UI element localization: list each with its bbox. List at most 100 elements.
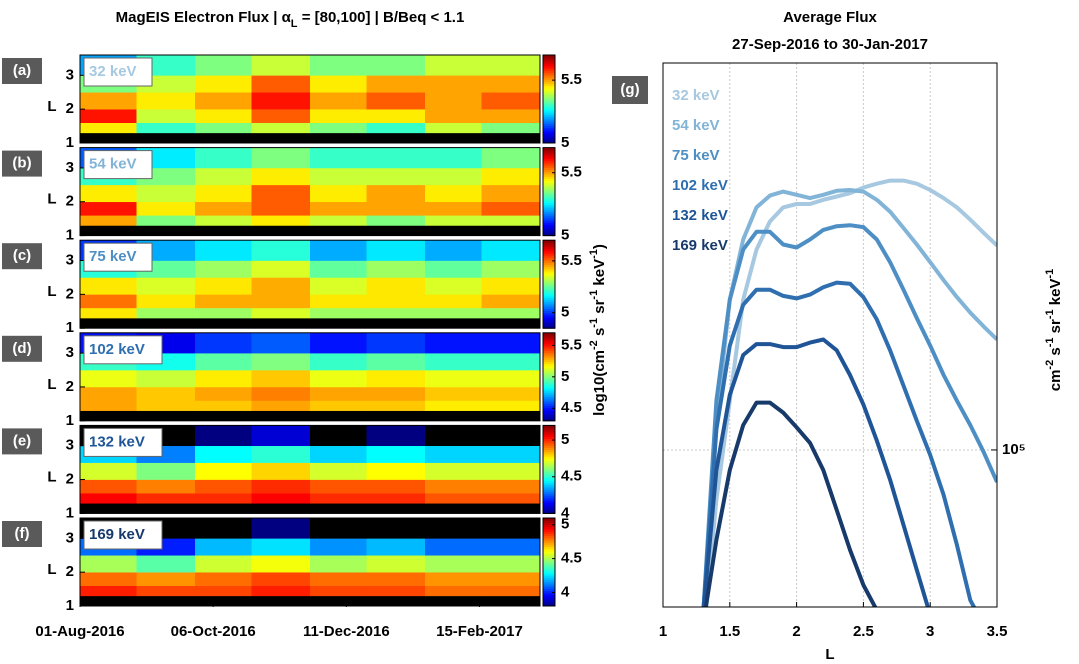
heatmap-cell <box>425 386 482 401</box>
heatmap-cell <box>310 294 367 309</box>
heatmap-cell <box>136 307 196 319</box>
heatmap-cell <box>310 595 367 607</box>
panel-label: (c) <box>13 247 31 264</box>
heatmap-cell <box>366 503 426 514</box>
heatmap-cell <box>366 518 426 539</box>
heatmap-cell <box>251 294 311 309</box>
chart-title: MagEIS Electron Flux | αL = [80,100] | B… <box>116 9 465 30</box>
colorbar-tick-label: 5 <box>561 431 569 448</box>
heatmap-cell <box>366 167 426 186</box>
heatmap-cell <box>251 353 311 371</box>
heatmap-cell <box>481 201 541 216</box>
colorbar-swatch <box>543 233 555 237</box>
heatmap-cell <box>251 445 311 463</box>
heatmap-cell <box>366 425 426 447</box>
colorbar-swatch <box>543 447 555 451</box>
heatmap-cell <box>310 462 367 480</box>
heatmap-cell <box>366 555 426 573</box>
colorbar-swatch <box>543 180 555 184</box>
x-tick-label: 1.5 <box>719 623 740 640</box>
heatmap-cell <box>195 184 252 203</box>
y-axis-label: L <box>47 468 56 485</box>
colorbar-swatch <box>543 196 555 199</box>
colorbar-swatch <box>543 191 555 195</box>
colorbar-swatch <box>543 518 555 521</box>
heatmap-cell <box>80 201 137 216</box>
panel-frame <box>79 147 541 237</box>
heatmap-cell <box>310 425 367 447</box>
colorbar-swatch <box>543 498 555 501</box>
panel-label-box <box>2 58 42 84</box>
colorbar-tick-label: 5 <box>561 516 569 533</box>
heatmap-cell <box>80 503 137 514</box>
heatmap-cell <box>425 294 482 309</box>
heatmap-cell <box>195 147 252 169</box>
colorbar-swatch <box>543 502 555 506</box>
heatmap-cell <box>80 225 137 236</box>
heatmap-cell <box>80 109 137 123</box>
colorbar-tick-label: 5.5 <box>561 164 582 181</box>
heatmap-cell <box>136 479 196 494</box>
heatmap-cell <box>425 318 482 329</box>
heatmap-cell <box>425 479 482 494</box>
heatmap-cell <box>425 55 482 76</box>
colorbar-label-part: -2 <box>588 340 600 350</box>
energy-label-box <box>83 520 163 550</box>
chart-title-part: L <box>291 18 298 30</box>
legend-label: 54 keV <box>672 117 720 134</box>
colorbar-swatch <box>543 125 555 129</box>
colorbar-label-part: s <box>591 328 608 341</box>
heatmap-cell <box>425 410 482 422</box>
panel-label: (d) <box>12 340 31 357</box>
heatmap-cell <box>195 260 252 278</box>
y-axis-label-part: -2 <box>1044 360 1056 370</box>
colorbar-swatch <box>543 198 555 201</box>
heatmap-cell <box>251 147 311 169</box>
series-line <box>701 188 997 607</box>
colorbar-swatch <box>543 531 555 534</box>
x-tick-label: 1 <box>659 623 667 640</box>
heatmap-cell <box>310 503 367 514</box>
colorbar-swatch <box>543 480 555 484</box>
colorbar-swatch <box>543 174 555 177</box>
heatmap-cell <box>136 572 196 586</box>
heatmap-cell <box>481 132 541 144</box>
heatmap-cell <box>80 277 137 295</box>
energy-label: 169 keV <box>89 526 145 543</box>
panel-label-box <box>2 428 42 455</box>
heatmap-cell <box>481 167 541 186</box>
colorbar-swatch <box>543 156 555 160</box>
heatmap-cell <box>251 462 311 480</box>
colorbar-swatch <box>543 202 555 206</box>
colorbar-swatch <box>543 392 555 395</box>
colorbar-swatch <box>543 456 555 459</box>
colorbar-swatch <box>543 319 555 323</box>
colorbar-swatch <box>543 55 555 58</box>
colorbar-swatch <box>543 299 555 303</box>
heatmap-cell <box>425 572 482 586</box>
heatmap-cell <box>136 225 196 236</box>
colorbar-swatch <box>543 434 555 437</box>
colorbar-swatch <box>543 105 555 109</box>
heatmap-cell <box>195 445 252 463</box>
colorbar-tick-label: 4 <box>561 583 570 600</box>
heatmap-cell <box>425 240 482 261</box>
colorbar-swatch <box>543 114 555 118</box>
heatmap-cell <box>481 122 541 134</box>
heatmap-cell <box>425 595 482 607</box>
colorbar-swatch <box>543 301 555 305</box>
colorbar-tick-label: 5.5 <box>561 71 582 88</box>
heatmap-cell <box>136 386 196 401</box>
heatmap-cell <box>425 585 482 597</box>
heatmap-cell <box>481 370 541 388</box>
x-tick-label: 01-Aug-2016 <box>35 623 124 640</box>
colorbar-swatch <box>543 176 555 179</box>
heatmap-cell <box>366 277 426 295</box>
colorbar-swatch <box>543 603 555 607</box>
heatmap-cell <box>481 538 541 556</box>
y-tick-label: 2 <box>66 563 74 580</box>
colorbar-swatch <box>543 315 555 318</box>
panel-label-box <box>2 150 42 177</box>
heatmap-cell <box>366 572 426 586</box>
colorbar-swatch <box>543 103 555 107</box>
